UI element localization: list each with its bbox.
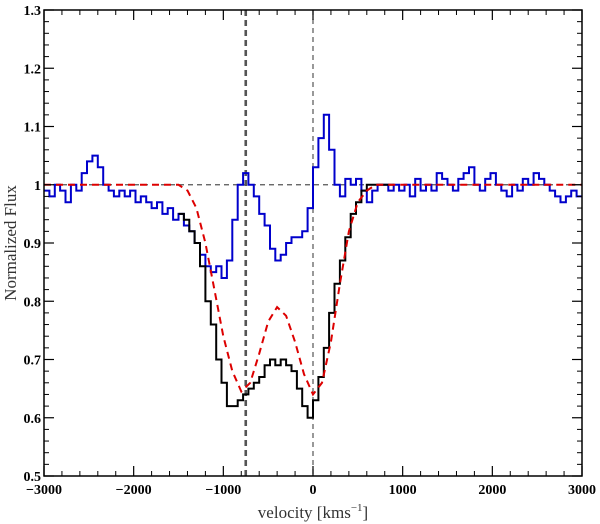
- x-tick-label: 2000: [478, 483, 506, 498]
- y-tick-label: 0.6: [24, 412, 42, 427]
- y-tick-label: 0.5: [24, 470, 42, 485]
- x-axis-label-sup: −1: [351, 502, 363, 514]
- y-tick-label: 1.2: [24, 62, 42, 77]
- x-tick-label: −3000: [26, 483, 62, 498]
- y-tick-label: 0.7: [24, 354, 42, 369]
- tick-labels: −3000 −2000 −1000 0 1000 2000 3000 0.5 0.6 0.7 0.8…: [24, 4, 597, 498]
- series-line-1: [178, 183, 394, 419]
- x-tick-label: 1000: [389, 483, 417, 498]
- series-line-2: [44, 183, 582, 397]
- x-tick-label: −1000: [205, 483, 241, 498]
- x-axis-label-close: ]: [363, 503, 369, 522]
- x-tick-label: −2000: [116, 483, 152, 498]
- x-tick-label: 0: [310, 483, 317, 498]
- axis-ticks: [43, 9, 583, 477]
- y-tick-label: 0.8: [24, 295, 42, 310]
- series-line-0: [44, 113, 582, 279]
- y-tick-label: 1.3: [24, 4, 42, 19]
- y-axis-label: Normalized Flux: [1, 185, 20, 301]
- y-tick-label: 1.1: [24, 121, 42, 136]
- x-axis-label-text: velocity [kms: [258, 503, 351, 522]
- x-tick-label: 3000: [568, 483, 596, 498]
- x-axis-label: velocity [kms−1]: [258, 502, 368, 522]
- plot-content: [44, 10, 582, 476]
- y-tick-label: 1: [34, 179, 41, 194]
- y-tick-label: 0.9: [24, 237, 42, 252]
